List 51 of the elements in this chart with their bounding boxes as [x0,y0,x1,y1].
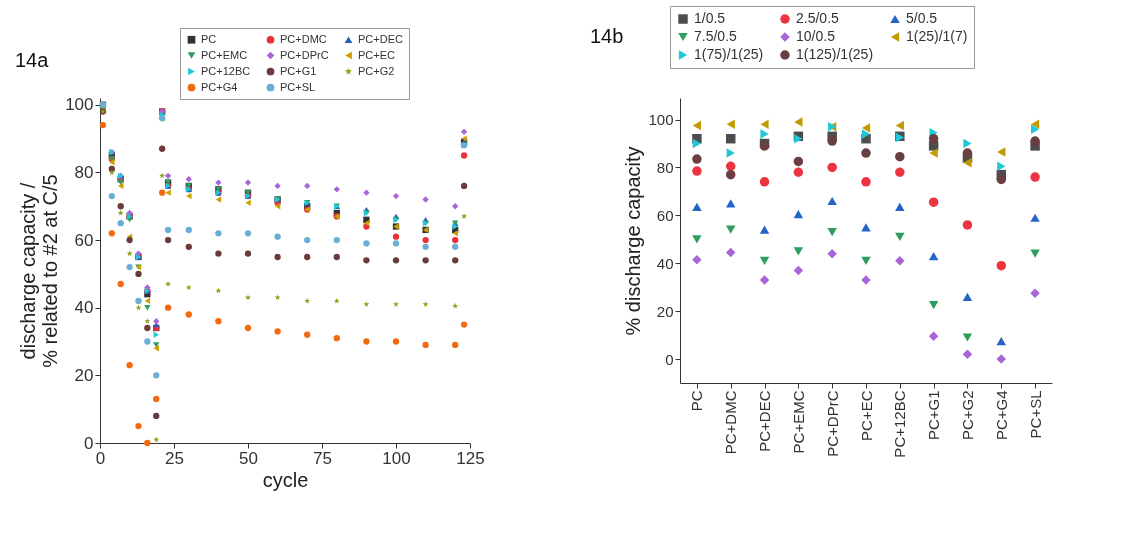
x-tick-label: PC [688,390,706,412]
legend-label: PC+12BC [201,64,251,77]
legend-label: PC+DMC [280,32,327,45]
x-tick-label: 125 [456,448,485,468]
y-tick-label: 40 [74,298,94,318]
legend-label: 5/0.5 [906,10,938,26]
x-tick-label: 25 [165,448,184,468]
x-tick-label: PC+G2 [958,390,976,441]
legend-label: 1/0.5 [694,10,726,26]
x-tick-label: PC+G4 [992,390,1010,441]
x-axis-title: cycle [262,468,309,491]
y-tick-label: 100 [65,95,94,115]
legend-label: 1(25)/1(7) [906,28,968,44]
y-tick-label: 60 [656,206,674,224]
legend-label: 10/0.5 [796,28,836,44]
legend-label: PC+EC [358,48,396,61]
y-tick-label: 80 [74,162,94,182]
legend-label: PC+DPrC [280,48,329,61]
legend-label: 1(75)/1(25) [694,46,764,62]
legend-label: PC+EMC [201,48,248,61]
y-tick-label: 20 [74,365,94,385]
x-tick-label: PC+DMC [722,390,740,455]
legend-label: 2.5/0.5 [796,10,840,26]
legend-label: PC+G2 [358,64,395,77]
x-tick-label: PC+EMC [789,390,807,454]
y-axis-title: % discharge capacity [622,146,645,336]
x-tick-label: PC+SL [1026,390,1044,439]
y-axis-title: discharge capacity / % related to #2 at C/5 [17,174,62,368]
legend-label: PC+G4 [201,80,238,93]
legend-label: PC+G1 [280,64,317,77]
x-tick-label: PC+DEC [756,390,774,452]
x-tick-label: PC+EC [857,390,875,441]
x-tick-label: 100 [382,448,411,468]
y-tick-label: 0 [665,350,674,368]
x-tick-label: PC+DPrC [823,390,841,457]
x-tick-label: PC+G1 [925,390,943,441]
legend-label: PC+DEC [358,32,403,45]
y-tick-label: 60 [74,230,94,250]
y-tick-label: 40 [656,254,674,272]
x-tick-label: 50 [239,448,258,468]
chart-title: 14b [590,24,624,47]
x-tick-label: 75 [313,448,332,468]
chart-title: 14a [15,48,50,71]
y-tick-label: 100 [648,111,674,129]
legend-label: 7.5/0.5 [694,28,738,44]
y-tick-label: 20 [656,302,674,320]
legend-label: PC+SL [280,80,316,93]
legend-label: 1(125)/1(25) [796,46,874,62]
y-tick-label: 80 [656,158,674,176]
x-tick-label: PC+12BC [891,390,909,458]
legend-label: PC [201,32,217,45]
